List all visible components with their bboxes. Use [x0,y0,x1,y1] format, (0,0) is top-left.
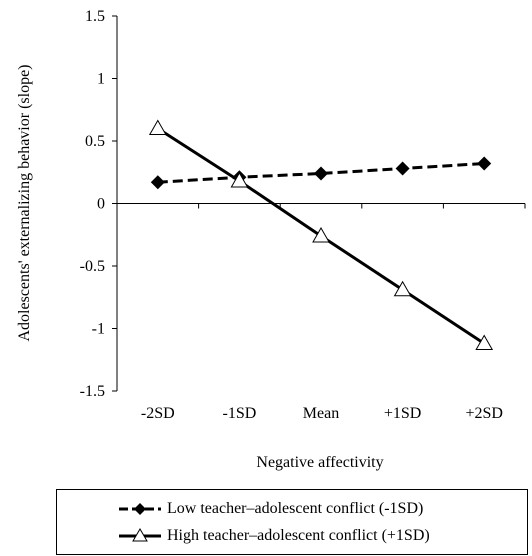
data-point-high [312,226,330,243]
y-tick-label: 1.5 [85,8,105,25]
data-point-low [395,161,410,176]
plot-area: 1.5 1 0.5 0 -0.5 -1 -1.5 -2SD -1SD Mean +1SD +2SD [80,8,526,422]
y-tick-label: 0.5 [85,133,105,150]
data-point-low [477,156,492,171]
data-point-high [393,280,412,297]
x-tick-label: +2SD [465,405,502,422]
legend-marker-high [119,528,161,542]
legend-label-high: High teacher–adolescent conflict (+1SD) [167,527,430,544]
x-tick-label: -2SD [141,405,175,422]
legend-label-low: Low teacher–adolescent conflict (-1SD) [167,500,424,517]
x-tick-label: +1SD [384,405,421,422]
legend: Low teacher–adolescent conflict (-1SD) H… [56,489,528,555]
y-tick-label: 0 [97,196,105,213]
y-tick-label: -1 [92,321,105,338]
y-tick-label: 1 [97,71,105,88]
legend-marker-low [119,503,161,515]
y-tick-label: -0.5 [80,258,105,275]
legend-entry-low: Low teacher–adolescent conflict (-1SD) [57,497,527,523]
data-point-low [314,166,328,181]
data-point-high [230,171,249,188]
x-tick-label: -1SD [223,405,257,422]
data-point-high [475,334,494,350]
legend-entry-high: High teacher–adolescent conflict (+1SD) [57,524,527,550]
y-axis-title: Adolescents' externalizing behavior (slo… [16,64,33,341]
x-axis-title: Negative affectivity [256,454,383,471]
data-point-high [148,119,167,135]
data-point-low [150,175,165,190]
x-tick-label: Mean [303,405,339,422]
chart: 1.5 1 0.5 0 -0.5 -1 -1.5 -2SD -1SD Mean +1SD +2SD A… [16,8,526,471]
y-tick-label: -1.5 [80,383,105,400]
series-line-low [157,162,485,184]
